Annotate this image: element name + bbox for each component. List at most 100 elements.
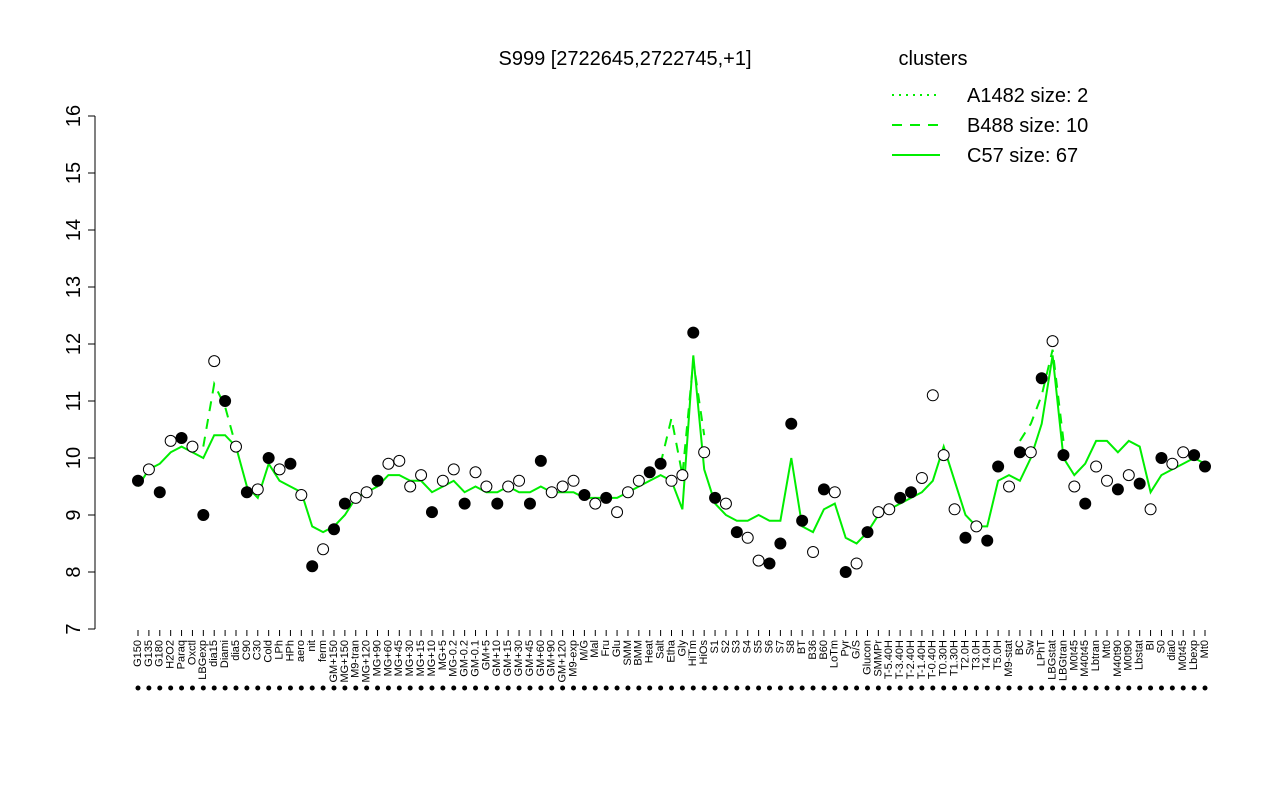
- x-tick-label: Lbtran: [1090, 640, 1102, 671]
- data-point: [1068, 480, 1081, 493]
- data-point: [1013, 446, 1026, 459]
- x-tick-label: GM+60: [535, 640, 547, 676]
- y-tick-label: 14: [63, 219, 85, 241]
- rug-point: [429, 685, 435, 691]
- rug-point: [179, 685, 185, 691]
- x-tick-label: G180: [154, 640, 166, 667]
- data-point: [327, 523, 340, 536]
- data-point: [1199, 460, 1211, 473]
- rug-point: [353, 685, 359, 691]
- data-point: [872, 506, 885, 519]
- data-point: [1122, 469, 1135, 482]
- data-point: [643, 466, 656, 479]
- data-point: [948, 503, 961, 516]
- data-point: [491, 497, 504, 510]
- x-tick-label: C30: [252, 640, 264, 660]
- y-tick-label: 12: [63, 333, 85, 355]
- rug-point: [462, 685, 468, 691]
- data-point: [741, 531, 754, 544]
- x-tick-label: LoTm: [829, 640, 841, 668]
- data-point: [883, 503, 896, 516]
- rug-point: [864, 685, 870, 691]
- x-tick-label: Mal: [589, 640, 601, 658]
- data-point: [436, 474, 449, 487]
- rug-point: [211, 685, 217, 691]
- x-tick-label: Lbstat: [1134, 640, 1146, 670]
- legend-label: A1482 size: 2: [967, 85, 1088, 107]
- data-point: [589, 497, 602, 510]
- x-tick-label: dia0: [1166, 640, 1178, 661]
- rug-point: [614, 685, 620, 691]
- x-tick-label: LBGstat: [1046, 640, 1058, 680]
- rug-point: [766, 685, 772, 691]
- data-point: [306, 560, 319, 573]
- x-tick-label: GM-0.1: [469, 640, 481, 677]
- data-point: [905, 486, 918, 499]
- rug-point: [875, 685, 881, 691]
- y-tick-label: 7: [63, 623, 85, 634]
- rug-point: [451, 685, 457, 691]
- rug-point: [701, 685, 707, 691]
- x-tick-label: M9-exp: [567, 640, 579, 677]
- x-tick-label: T4.0H: [981, 640, 993, 670]
- x-tick-label: dia15: [208, 640, 220, 667]
- rug-point: [832, 685, 838, 691]
- x-tick-label: LPh: [273, 640, 285, 660]
- x-tick-label: MG+60: [382, 640, 394, 676]
- x-tick-label: aero: [295, 640, 307, 662]
- legend-label: C57 size: 67: [967, 145, 1078, 167]
- rug-point: [1028, 685, 1034, 691]
- x-tick-label: T0.30H: [938, 640, 950, 676]
- data-point: [556, 480, 569, 493]
- rug-point: [233, 685, 239, 691]
- data-point: [132, 474, 144, 487]
- rug-point: [810, 685, 816, 691]
- x-tick-label: M/G: [578, 640, 590, 661]
- x-tick-label: T-5.40H: [883, 640, 895, 679]
- data-point: [197, 509, 210, 521]
- data-point: [970, 520, 983, 533]
- x-tick-label: MG+120: [361, 640, 373, 683]
- data-point: [284, 457, 297, 470]
- rug-point: [483, 685, 489, 691]
- data-point: [611, 506, 624, 519]
- data-point: [1177, 446, 1190, 459]
- data-point: [807, 546, 820, 559]
- data-point: [1046, 335, 1059, 348]
- data-point: [425, 506, 438, 519]
- x-tick-label: T-0.40H: [927, 640, 939, 679]
- x-tick-label: T-3.40H: [894, 640, 906, 679]
- rug-point: [266, 685, 272, 691]
- rug-point: [821, 685, 827, 691]
- x-tick-label: MG+5: [437, 640, 449, 670]
- rug-point: [157, 685, 163, 691]
- data-point: [545, 486, 558, 499]
- data-point: [578, 489, 591, 502]
- data-point: [1003, 480, 1016, 493]
- x-tick-label: Lbexp: [1188, 640, 1200, 670]
- x-tick-label: BI: [1144, 640, 1156, 650]
- data-point: [186, 440, 199, 453]
- data-point: [839, 566, 852, 578]
- y-tick-label: 13: [63, 276, 85, 298]
- rug-point: [843, 685, 849, 691]
- data-point: [687, 326, 700, 339]
- x-tick-label: T5.0H: [992, 640, 1004, 670]
- rug-point: [277, 685, 283, 691]
- data-point: [774, 537, 787, 550]
- x-tick-label: G/S: [850, 640, 862, 659]
- rug-point: [690, 685, 696, 691]
- data-point: [676, 469, 689, 482]
- x-tick-label: M9-tran: [350, 640, 362, 678]
- x-tick-label: S4: [742, 640, 754, 653]
- x-tick-label: S0: [1155, 640, 1167, 653]
- data-point: [240, 486, 253, 499]
- x-tick-label: Mt0: [1101, 640, 1113, 658]
- data-point: [382, 457, 395, 470]
- x-tick-label: Diami: [219, 640, 231, 668]
- x-tick-label: BC: [1014, 640, 1026, 655]
- data-point: [458, 497, 471, 510]
- data-point: [523, 497, 536, 510]
- data-point: [785, 417, 798, 430]
